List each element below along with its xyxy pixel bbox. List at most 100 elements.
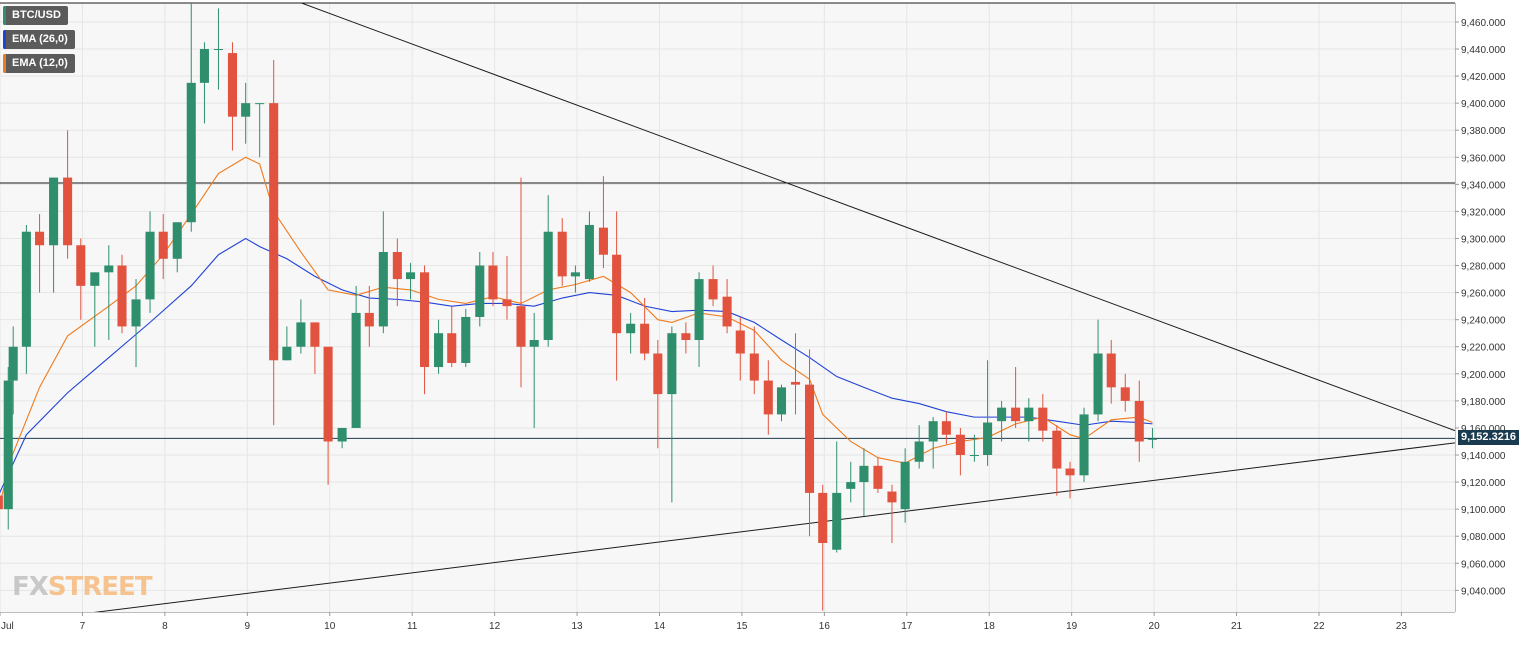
candle-76 xyxy=(1024,398,1034,442)
candle-20 xyxy=(255,103,265,158)
legend-label-ema26: EMA (26,0) xyxy=(12,33,68,45)
candle-63 xyxy=(846,461,856,503)
candle-body-14 xyxy=(172,222,182,259)
x-tick-label-9: 15 xyxy=(736,621,748,632)
y-tick-label-1: 9,060.000 xyxy=(1461,559,1506,570)
candle-77 xyxy=(1038,394,1048,442)
legend-item-btcusd[interactable]: BTC/USD xyxy=(3,6,68,25)
candle-55 xyxy=(735,316,745,381)
candle-69 xyxy=(928,417,938,469)
y-tick-label-2: 9,080.000 xyxy=(1461,532,1506,543)
candle-body-8 xyxy=(90,272,100,286)
candle-body-6 xyxy=(63,177,73,246)
candle-54 xyxy=(722,279,732,334)
x-tick-label-1: 7 xyxy=(80,621,86,632)
candle-body-82 xyxy=(1106,353,1116,388)
y-tick-label-11: 9,260.000 xyxy=(1461,289,1506,300)
candle-72 xyxy=(969,434,979,462)
candle-58 xyxy=(776,384,787,422)
candles xyxy=(0,3,1157,611)
candle-body-54 xyxy=(722,296,732,327)
candle-26 xyxy=(337,427,347,449)
candle-60 xyxy=(804,349,815,537)
y-tick-label-10: 9,240.000 xyxy=(1461,316,1506,327)
y-tick-label-3: 9,100.000 xyxy=(1461,505,1506,516)
candle-12 xyxy=(145,211,155,313)
candle-body-37 xyxy=(488,265,498,300)
candle-56 xyxy=(749,326,759,395)
legend-item-ema12[interactable]: EMA (12,0) xyxy=(3,54,75,73)
candle-25 xyxy=(323,346,333,485)
candle-body-15 xyxy=(186,82,196,223)
x-tick-label-13: 19 xyxy=(1066,621,1078,632)
candle-7 xyxy=(76,238,86,320)
candle-43 xyxy=(570,265,580,293)
x-tick-label-3: 9 xyxy=(245,621,251,632)
y-tick-label-21: 9,460.000 xyxy=(1461,18,1506,29)
candle-body-29 xyxy=(378,252,388,327)
candle-body-30 xyxy=(392,252,402,280)
candle-body-10 xyxy=(117,265,127,327)
candle-body-67 xyxy=(900,461,910,510)
candle-61 xyxy=(818,484,828,611)
candle-0 xyxy=(0,495,3,510)
candle-body-80 xyxy=(1079,414,1089,476)
legend-swatch-btcusd xyxy=(3,6,6,25)
candle-body-68 xyxy=(914,441,924,462)
candle-6 xyxy=(63,130,73,259)
candle-body-66 xyxy=(887,491,897,503)
candle-body-16 xyxy=(199,49,209,83)
candle-47 xyxy=(626,312,636,354)
candle-body-50 xyxy=(667,333,677,395)
candle-body-18 xyxy=(227,53,238,117)
candle-body-53 xyxy=(708,279,718,300)
candle-body-84 xyxy=(1134,400,1144,442)
y-tick-label-7: 9,180.000 xyxy=(1461,397,1506,408)
candle-18 xyxy=(227,42,238,151)
candle-62 xyxy=(832,441,842,553)
upper-resistance-trendline xyxy=(300,3,1455,432)
y-tick-label-4: 9,120.000 xyxy=(1461,478,1506,489)
x-tick-label-14: 20 xyxy=(1149,621,1161,632)
candle-body-31 xyxy=(405,272,416,280)
candle-31 xyxy=(405,262,416,300)
candle-body-23 xyxy=(296,322,306,347)
x-tick-label-8: 14 xyxy=(654,621,666,632)
candle-27 xyxy=(351,285,361,428)
candle-body-59 xyxy=(790,381,801,385)
candle-50 xyxy=(667,326,677,503)
candle-13 xyxy=(158,214,168,280)
candle-body-4 xyxy=(35,231,45,246)
candle-16 xyxy=(199,42,209,124)
candle-81 xyxy=(1093,319,1103,422)
candle-body-21 xyxy=(269,103,279,361)
candle-51 xyxy=(681,322,691,354)
candle-body-12 xyxy=(145,231,155,300)
legend-item-ema26[interactable]: EMA (26,0) xyxy=(3,30,75,49)
candle-84 xyxy=(1134,380,1144,462)
candle-body-57 xyxy=(763,380,773,415)
y-tick-label-17: 9,380.000 xyxy=(1461,126,1506,137)
y-tick-label-20: 9,440.000 xyxy=(1461,45,1506,56)
candle-22 xyxy=(282,326,292,361)
candle-8 xyxy=(90,272,100,347)
candle-39 xyxy=(516,177,526,388)
candle-30 xyxy=(392,238,402,307)
candle-body-47 xyxy=(626,323,636,334)
fxstreet-logo: FXSTREET xyxy=(12,572,153,602)
candle-79 xyxy=(1065,461,1075,499)
candle-70 xyxy=(941,411,951,445)
y-tick-label-6: 9,160.000 xyxy=(1461,424,1506,435)
candle-body-36 xyxy=(475,265,485,317)
candle-body-45 xyxy=(598,227,608,255)
candle-82 xyxy=(1106,339,1116,404)
candle-73 xyxy=(983,360,993,466)
candle-83 xyxy=(1120,373,1130,412)
y-tick-labels: 9,040.000 9,060.000 9,080.000 9,100.000 9,12… xyxy=(1455,18,1506,597)
candle-11 xyxy=(131,279,141,368)
candle-59 xyxy=(790,333,801,415)
x-tick-label-7: 13 xyxy=(571,621,583,632)
candle-65 xyxy=(873,457,883,493)
